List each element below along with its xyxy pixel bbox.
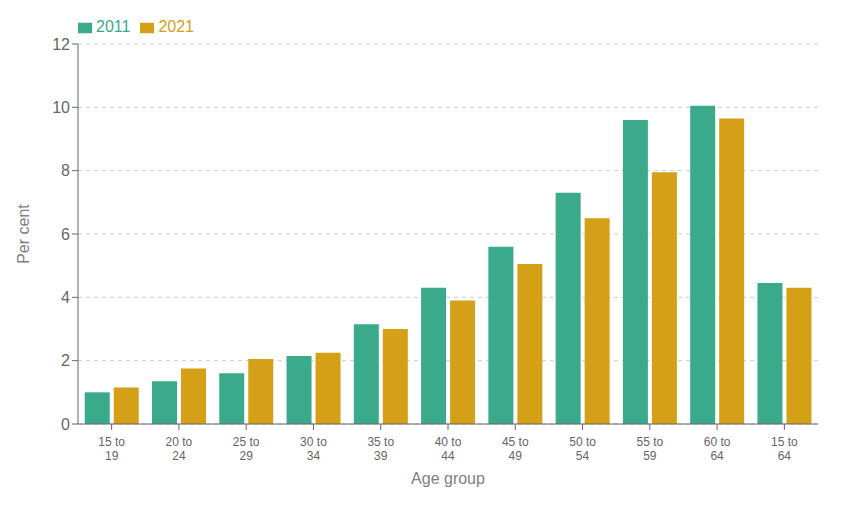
svg-text:50 to54: 50 to54 <box>569 435 596 463</box>
svg-text:Per cent: Per cent <box>15 204 32 264</box>
html-text:2011: 2011 <box>96 18 131 35</box>
svg-text:25 to29: 25 to29 <box>233 435 260 463</box>
svg-text:40 to44: 40 to44 <box>435 435 462 463</box>
svg-text:60 to64: 60 to64 <box>704 435 731 463</box>
svg-text:35 to39: 35 to39 <box>367 435 394 463</box>
svg-text:30 to34: 30 to34 <box>300 435 327 463</box>
svg-text:55 to59: 55 to59 <box>636 435 663 463</box>
svg-text:20 to24: 20 to24 <box>166 435 193 463</box>
svg-text:10: 10 <box>52 99 70 116</box>
html-text:2021: 2021 <box>158 18 194 35</box>
svg-text:12: 12 <box>52 36 70 53</box>
svg-text:15 to64: 15 to64 <box>771 435 798 463</box>
svg-text:8: 8 <box>61 162 70 179</box>
svg-text:45 to49: 45 to49 <box>502 435 529 463</box>
svg-text:0: 0 <box>61 416 70 433</box>
svg-text:4: 4 <box>61 289 70 306</box>
svg-text:15 to19: 15 to19 <box>98 435 125 463</box>
svg-text:2: 2 <box>61 352 70 369</box>
svg-text:Age group: Age group <box>411 470 485 487</box>
svg-text:6: 6 <box>61 226 70 243</box>
